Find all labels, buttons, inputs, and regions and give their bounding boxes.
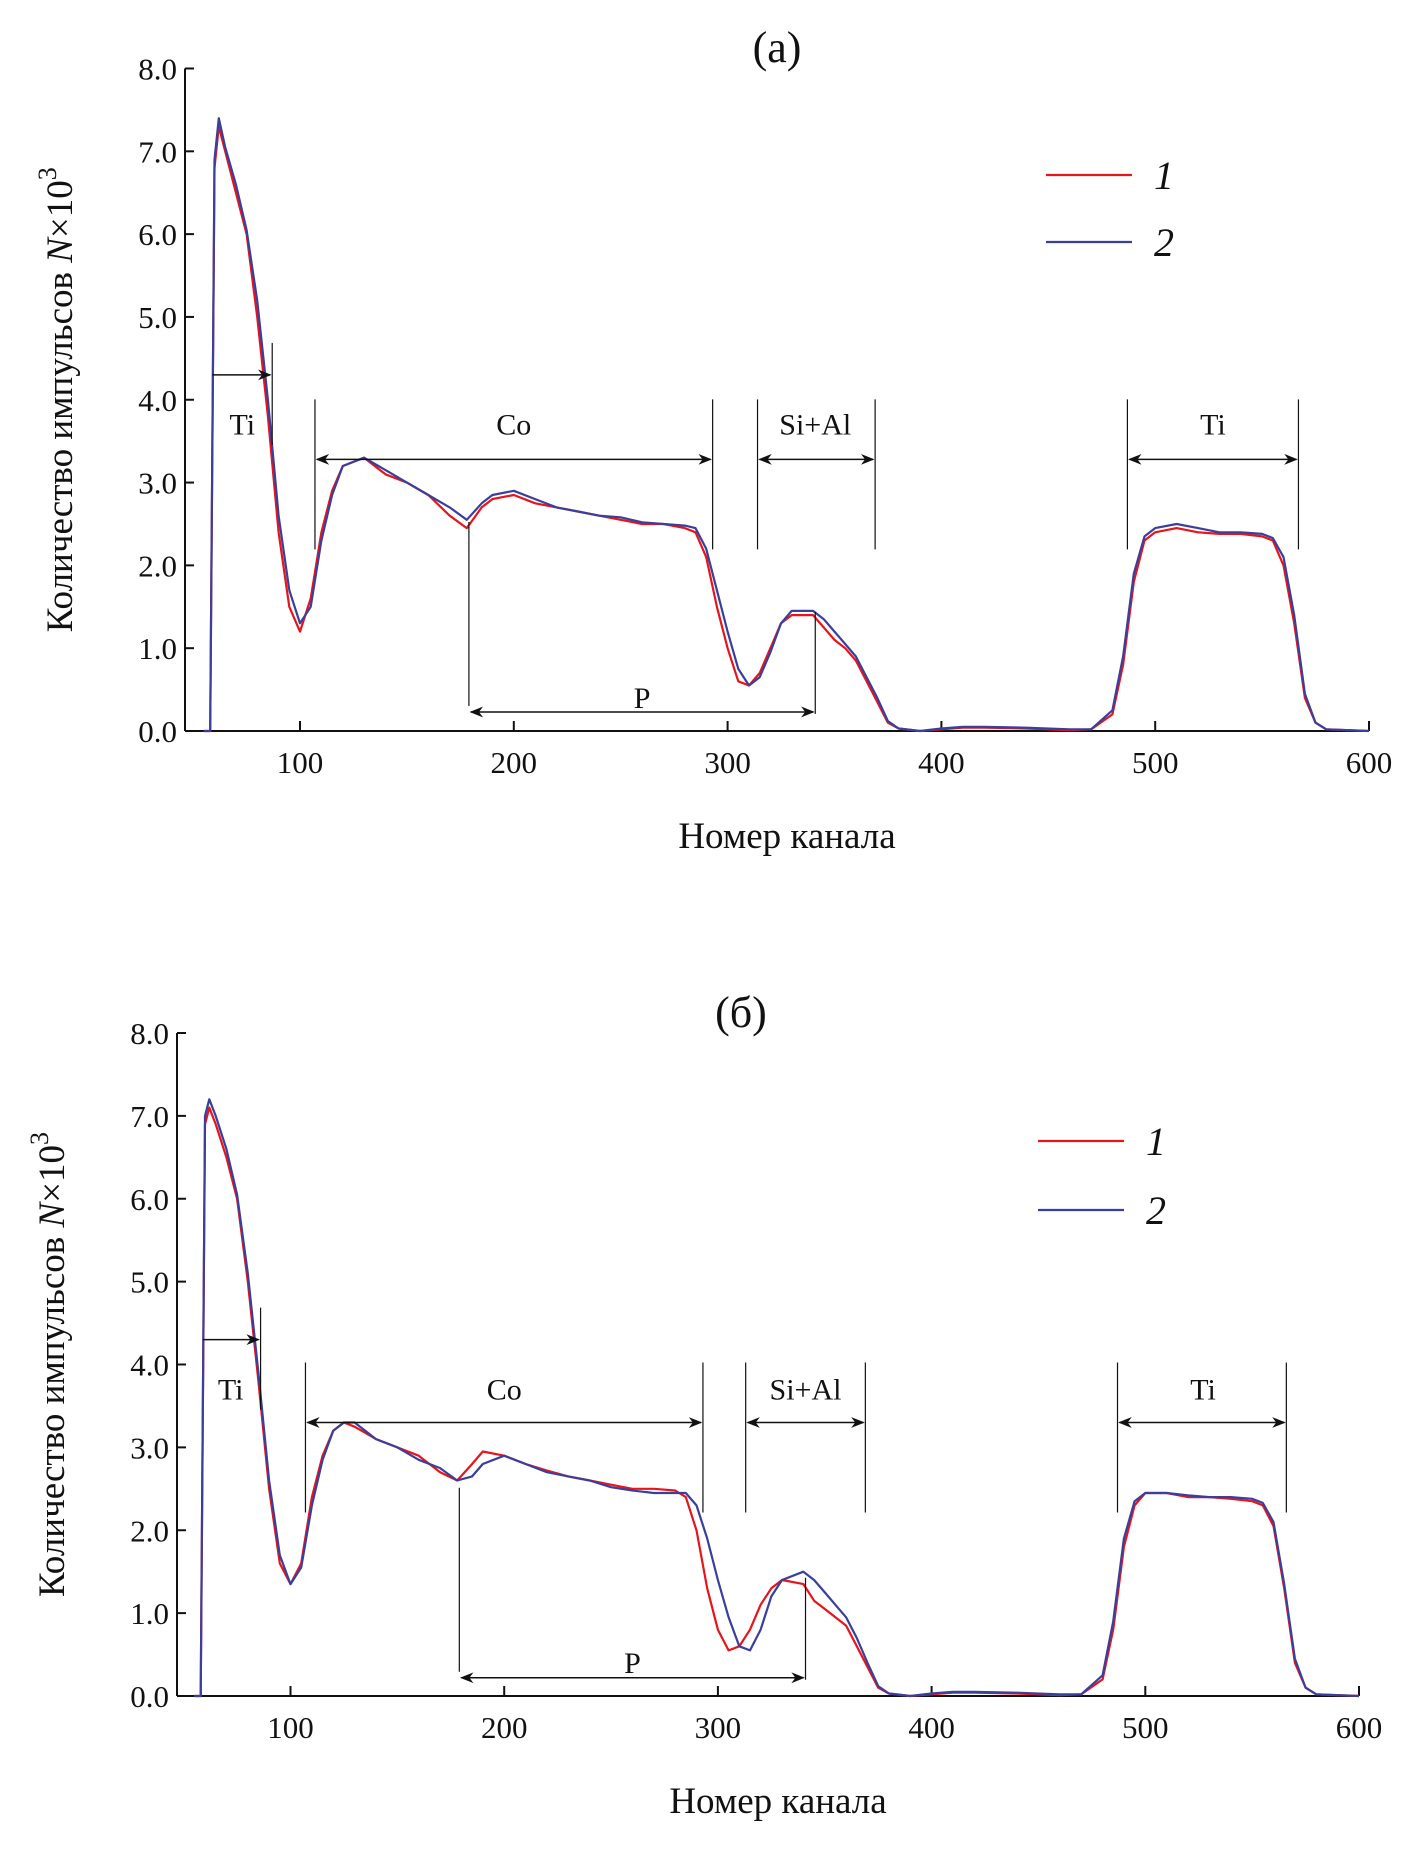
annotation-label: Ti <box>1190 1373 1216 1406</box>
y-axis-label-exp: 3 <box>25 1132 54 1145</box>
x-tick-label: 600 <box>1336 1710 1383 1745</box>
y-axis-label-var: N <box>40 236 81 264</box>
x-tick-label: 100 <box>277 745 324 780</box>
x-tick-label: 400 <box>918 745 965 780</box>
y-tick-label: 6.0 <box>138 217 177 252</box>
chart-title: (б) <box>715 988 767 1037</box>
x-tick-label: 300 <box>704 745 751 780</box>
y-axis-label-times: ×10 <box>40 180 81 238</box>
y-tick-label: 0.0 <box>138 714 177 749</box>
series-line-1 <box>203 125 1370 733</box>
y-tick-label: 7.0 <box>138 134 177 169</box>
y-tick-label: 7.0 <box>130 1099 169 1134</box>
x-tick-label: 400 <box>908 1710 955 1745</box>
y-tick-label: 3.0 <box>138 466 177 501</box>
y-axis-label-exp: 3 <box>33 167 62 180</box>
annotation-label: Ti <box>1200 409 1226 442</box>
x-tick-label: 500 <box>1122 1710 1169 1745</box>
y-tick-label: 5.0 <box>138 300 177 335</box>
y-axis-label-var: N <box>32 1201 73 1229</box>
y-tick-label: 5.0 <box>130 1265 169 1300</box>
y-tick-label: 3.0 <box>130 1430 169 1465</box>
x-tick-label: 500 <box>1132 745 1179 780</box>
y-axis-label-text: Количество импульсов <box>40 263 81 633</box>
annotation-label: Ti <box>218 1373 244 1406</box>
y-axis-label-times: ×10 <box>32 1145 73 1203</box>
y-axis-label: Количество импульсов N×103 <box>33 167 81 632</box>
x-tick-label: 300 <box>695 1710 742 1745</box>
series-line-2 <box>203 117 1370 733</box>
chart-title: (a) <box>753 23 802 72</box>
annotation-label: Si+Al <box>779 409 851 442</box>
x-tick-label: 200 <box>481 1710 528 1745</box>
x-tick-label: 200 <box>491 745 538 780</box>
y-tick-label: 1.0 <box>138 631 177 666</box>
chart-panel-0: (a) 0.0 1.0 2.0 3.0 4.0 5.0 6.0 7.0 8.0 100 200 300 4… <box>33 23 1392 857</box>
x-tick-label: 100 <box>267 1710 314 1745</box>
x-tick-label: 600 <box>1346 745 1393 780</box>
y-tick-label: 2.0 <box>130 1513 169 1548</box>
y-axis-label: Количество импульсов N×103 <box>25 1132 73 1597</box>
annotation-label: P <box>634 682 651 715</box>
series-line-2 <box>194 1098 1360 1698</box>
chart-panel-1: (б) 0.0 1.0 2.0 3.0 4.0 5.0 6.0 7.0 8.0 100 200 300 4… <box>25 988 1382 1822</box>
y-tick-label: 8.0 <box>130 1016 169 1051</box>
y-tick-label: 4.0 <box>138 383 177 418</box>
y-tick-label: 6.0 <box>130 1182 169 1217</box>
y-axis-label-text: Количество импульсов <box>32 1228 73 1598</box>
annotation-label: Si+Al <box>770 1373 842 1406</box>
y-tick-label: 2.0 <box>138 548 177 583</box>
legend-label: 1 <box>1154 153 1174 198</box>
legend-label: 1 <box>1146 1119 1166 1164</box>
annotation-label: Ti <box>229 409 255 442</box>
legend-label: 2 <box>1154 220 1174 265</box>
annotation-label: P <box>624 1647 641 1680</box>
y-tick-label: 0.0 <box>130 1679 169 1714</box>
y-tick-label: 1.0 <box>130 1596 169 1631</box>
x-axis-label: Номер канала <box>669 1781 886 1822</box>
legend-label: 2 <box>1146 1188 1166 1233</box>
annotation-label: Co <box>487 1373 522 1406</box>
y-tick-label: 4.0 <box>130 1348 169 1383</box>
series-line-1 <box>194 1106 1360 1698</box>
annotation-label: Co <box>496 409 531 442</box>
x-axis-label: Номер канала <box>678 816 895 857</box>
y-tick-label: 8.0 <box>138 52 177 87</box>
